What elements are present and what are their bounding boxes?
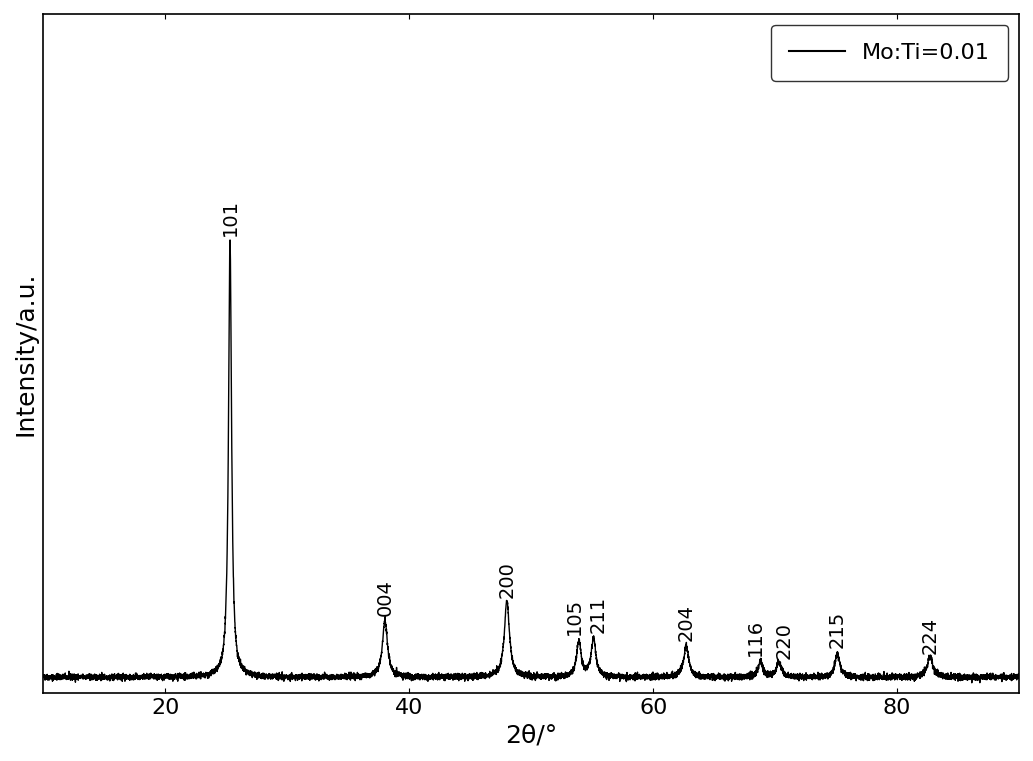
- Text: 105: 105: [564, 597, 584, 635]
- X-axis label: 2θ/°: 2θ/°: [505, 723, 558, 747]
- Text: 004: 004: [375, 579, 395, 616]
- Text: 101: 101: [220, 199, 240, 236]
- Text: 200: 200: [497, 561, 516, 598]
- Text: 204: 204: [677, 604, 695, 641]
- Text: 211: 211: [589, 596, 607, 633]
- Text: 220: 220: [774, 622, 793, 658]
- Y-axis label: Intensity/a.u.: Intensity/a.u.: [13, 271, 38, 435]
- Text: 224: 224: [920, 616, 940, 654]
- Text: 215: 215: [827, 610, 847, 648]
- Legend: Mo:Ti=0.01: Mo:Ti=0.01: [772, 25, 1008, 81]
- Text: 116: 116: [746, 619, 765, 656]
